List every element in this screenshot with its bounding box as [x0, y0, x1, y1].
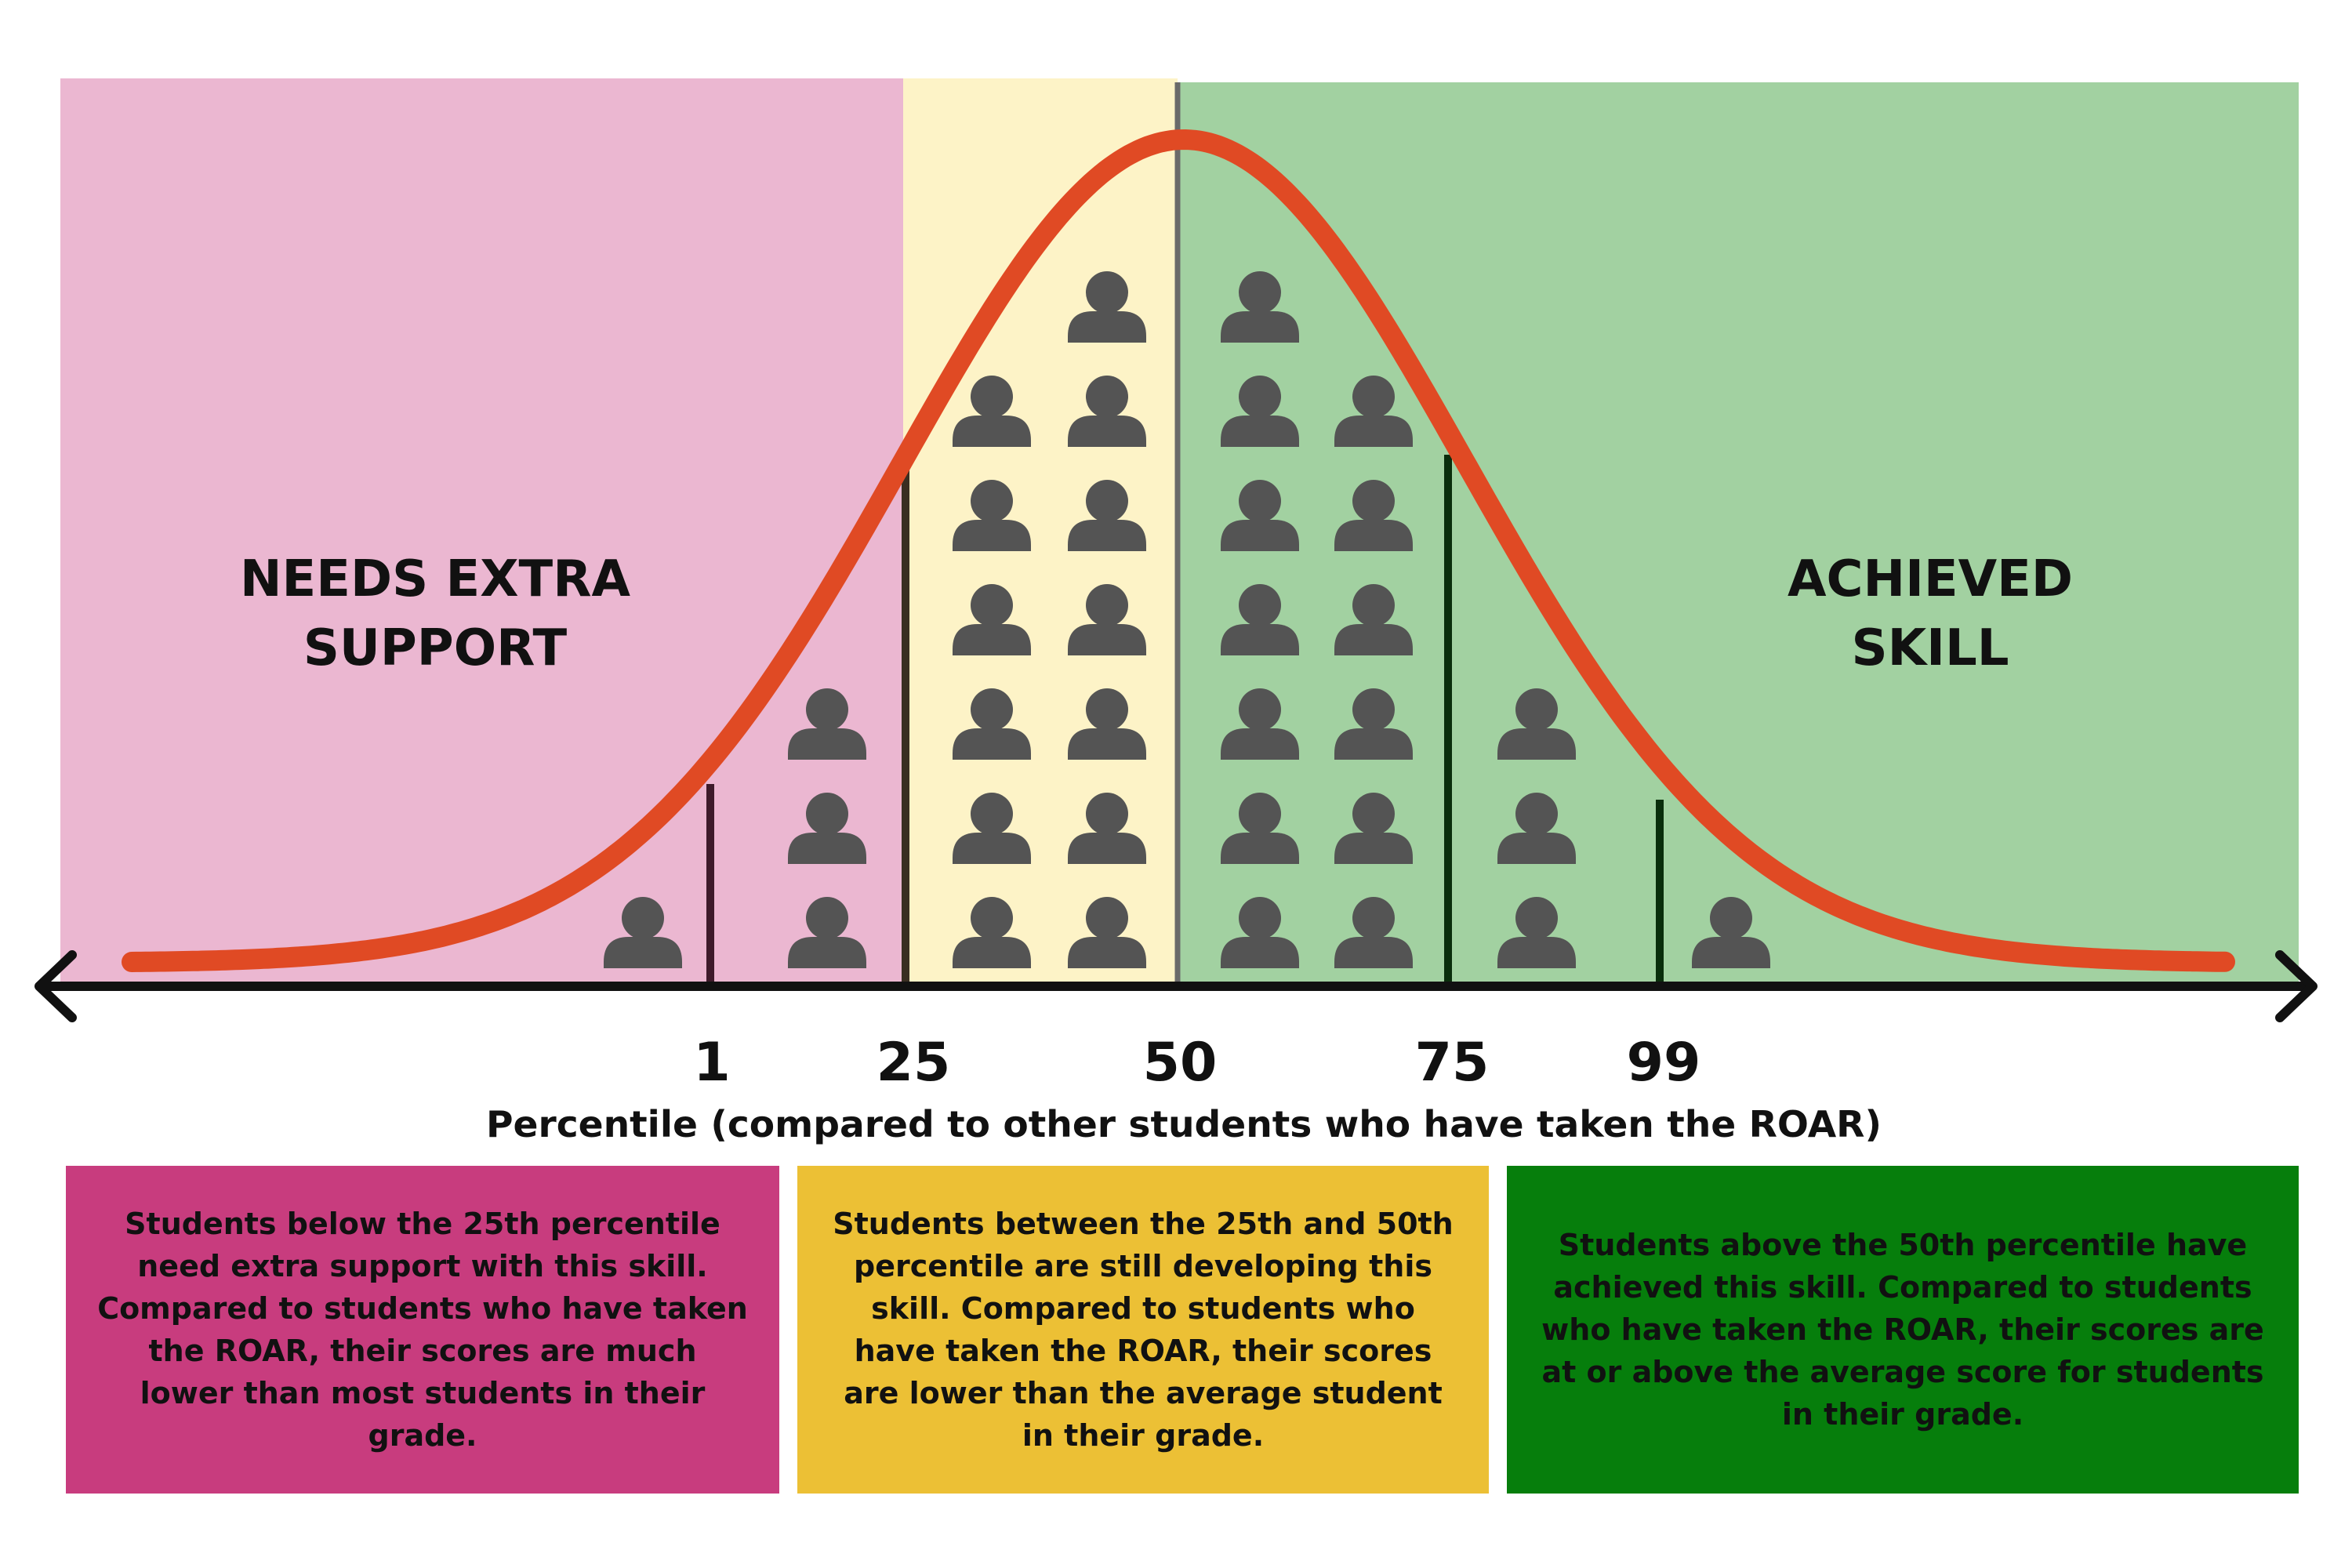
student-icon [1497, 793, 1576, 864]
axis-right-arrow-icon [2275, 950, 2318, 1022]
student-icon [1221, 271, 1299, 343]
needs-support-description: Students below the 25th percentile need … [97, 1207, 748, 1453]
bell-curve [122, 129, 2235, 972]
student-icon [1221, 793, 1299, 864]
student-icon [953, 376, 1031, 447]
student-icon [1068, 480, 1146, 551]
student-icon [1334, 897, 1413, 968]
student-icon [788, 793, 866, 864]
student-icon [1221, 376, 1299, 447]
tick-label-50: 50 [1143, 1032, 1218, 1094]
student-icon [1334, 793, 1413, 864]
axis-title: Percentile (compared to other students w… [486, 1103, 1882, 1145]
student-icon [953, 688, 1031, 760]
student-icon [1334, 688, 1413, 760]
tick-label-75: 75 [1415, 1032, 1490, 1094]
achieved-description: Students above the 50th percentile have … [1541, 1228, 2264, 1432]
axis-left-arrow-icon [34, 950, 77, 1022]
student-icon [1497, 897, 1576, 968]
developing-description-box: Students between the 25th and 50th perce… [797, 1166, 1489, 1494]
student-icon [953, 897, 1031, 968]
needs-support-description-box: Students below the 25th percentile need … [66, 1166, 779, 1494]
needs-support-title-line2: SUPPORT [303, 619, 568, 677]
student-icons [604, 271, 1770, 968]
student-icon [953, 793, 1031, 864]
student-icon [1334, 376, 1413, 447]
student-icon [1692, 897, 1770, 968]
student-icon [1221, 584, 1299, 655]
student-icon [1334, 480, 1413, 551]
needs-support-zone [60, 78, 903, 984]
student-icon [953, 480, 1031, 551]
student-icon [1497, 688, 1576, 760]
student-icon [1068, 376, 1146, 447]
needs-support-title-line1: NEEDS EXTRA [240, 550, 631, 608]
developing-description: Students between the 25th and 50th perce… [833, 1207, 1454, 1453]
student-icon [1068, 897, 1146, 968]
student-icon [1068, 688, 1146, 760]
tick-label-1: 1 [693, 1032, 730, 1094]
student-icon [1221, 897, 1299, 968]
student-icon [1221, 688, 1299, 760]
achieved-title-line2: SKILL [1851, 619, 2009, 677]
student-icon [1221, 480, 1299, 551]
student-icon [1068, 271, 1146, 343]
student-icon [1334, 584, 1413, 655]
student-icon [788, 897, 866, 968]
student-icon [953, 584, 1031, 655]
tick-label-99: 99 [1627, 1032, 1701, 1094]
student-icon [604, 897, 682, 968]
tick-label-25: 25 [877, 1032, 951, 1094]
student-icon [1068, 793, 1146, 864]
student-icon [788, 688, 866, 760]
student-icon [1068, 584, 1146, 655]
achieved-description-box: Students above the 50th percentile have … [1507, 1166, 2299, 1494]
achieved-title-line1: ACHIEVED [1788, 550, 2073, 608]
